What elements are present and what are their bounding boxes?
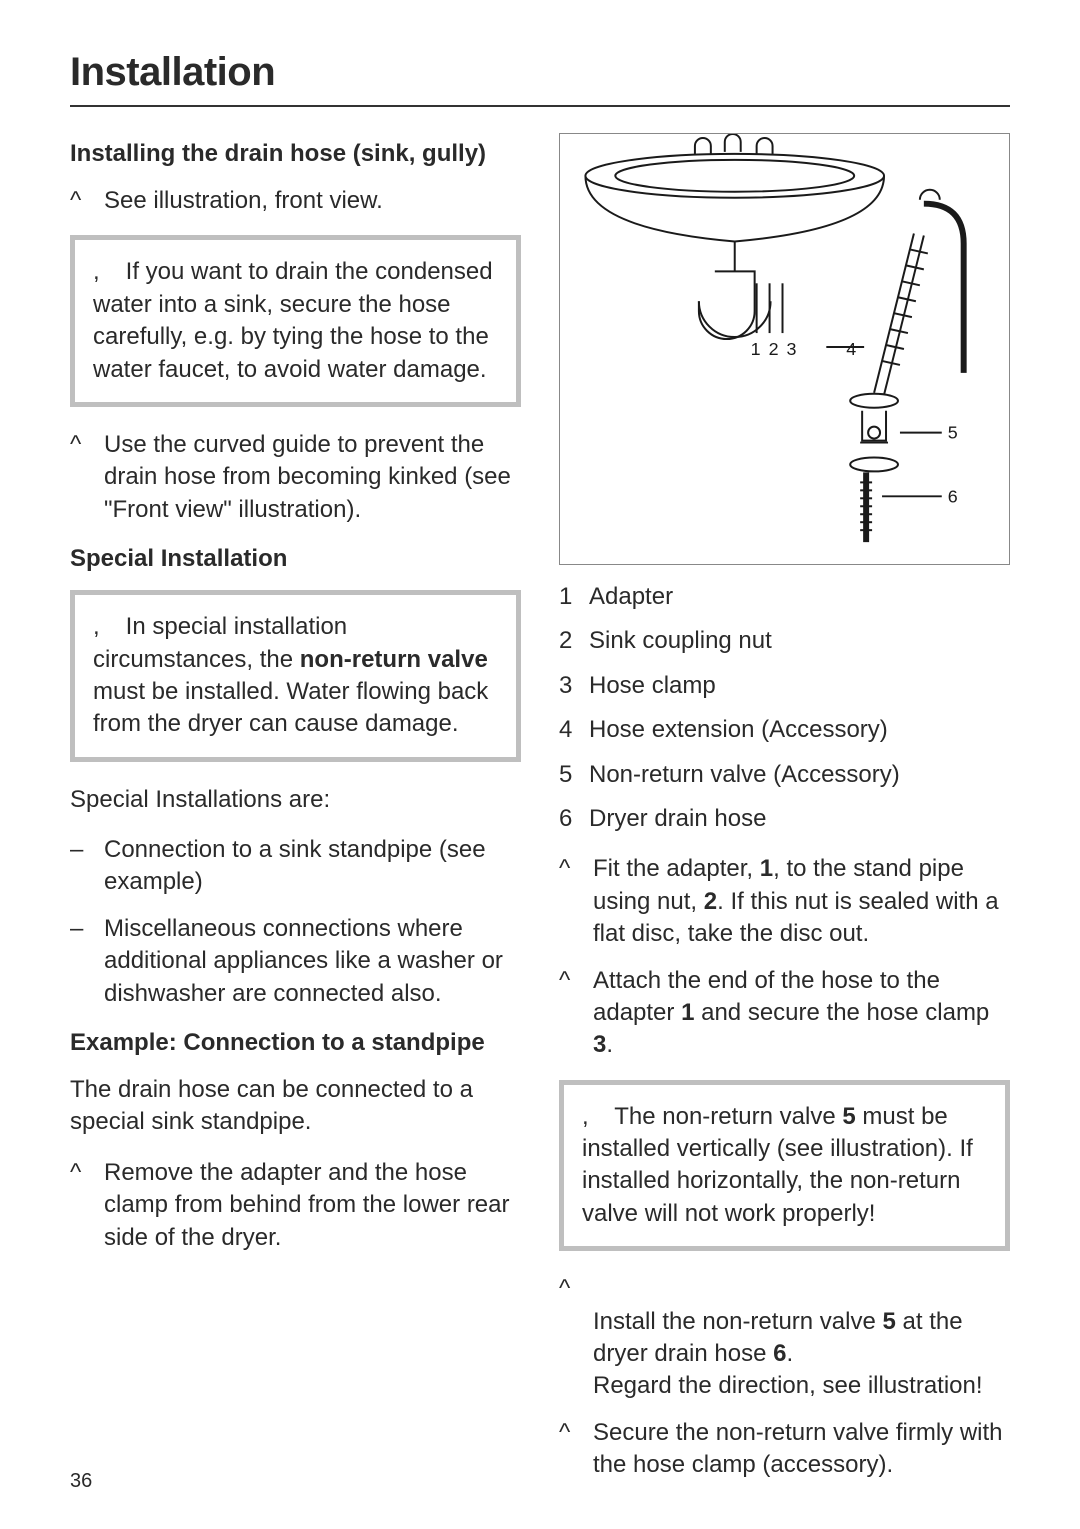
dash-standpipe: Connection to a sink standpipe (see exam… xyxy=(70,834,521,899)
legend-num: 3 xyxy=(559,670,589,702)
info-box-nonreturn: , In special installation circumstances,… xyxy=(70,590,521,762)
info-body: If you want to drain the condensed water… xyxy=(93,258,493,382)
step-attach-hose: Attach the end of the hose to the adapte… xyxy=(559,965,1010,1062)
text-special-are: Special Installations are: xyxy=(70,784,521,816)
step-secure-valve: Secure the non-return valve firmly with … xyxy=(559,1417,1010,1482)
legend-num: 6 xyxy=(559,803,589,835)
caret-list-r1: Fit the adapter, 1, to the stand pipe us… xyxy=(559,853,1010,1061)
legend-text: Non-return valve (Accessory) xyxy=(589,761,900,788)
caret-list-2: Use the curved guide to prevent the drai… xyxy=(70,429,521,526)
info-body-b: must be installed. Water flowing back fr… xyxy=(93,678,488,737)
svg-text:1: 1 xyxy=(751,339,761,359)
info-box-drain-sink: , If you want to drain the condensed wat… xyxy=(70,235,521,407)
left-column: Installing the drain hose (sink, gully) … xyxy=(70,133,521,1500)
dash-misc: Miscellaneous connections where addition… xyxy=(70,913,521,1010)
svg-text:5: 5 xyxy=(948,423,958,443)
legend-text: Dryer drain hose xyxy=(589,805,766,832)
b: 1 xyxy=(681,999,694,1026)
sink-svg: 1 2 3 4 xyxy=(560,134,1009,564)
step-curved-guide: Use the curved guide to prevent the drai… xyxy=(70,429,521,526)
legend-text: Adapter xyxy=(589,583,673,610)
legend-num: 5 xyxy=(559,759,589,791)
legend-text: Hose clamp xyxy=(589,672,716,699)
legend-list: 1Adapter 2Sink coupling nut 3Hose clamp … xyxy=(559,581,1010,835)
legend-item: 1Adapter xyxy=(559,581,1010,613)
info-text: , The non-return valve 5 must be install… xyxy=(582,1101,987,1231)
heading-special-install: Special Installation xyxy=(70,544,521,574)
svg-text:2: 2 xyxy=(769,339,779,359)
legend-item: 4Hose extension (Accessory) xyxy=(559,714,1010,746)
b: 2 xyxy=(704,888,717,915)
info-lead-mark: , xyxy=(93,611,119,643)
b: 1 xyxy=(760,855,773,882)
info-body-strong: non-return valve xyxy=(300,646,488,673)
b: 3 xyxy=(593,1031,606,1058)
info-text: , If you want to drain the condensed wat… xyxy=(93,256,498,386)
figure-sink-diagram: 1 2 3 4 xyxy=(559,133,1010,565)
b: 5 xyxy=(883,1308,896,1335)
caret-list-3: Remove the adapter and the hose clamp fr… xyxy=(70,1157,521,1254)
info-lead-mark: , xyxy=(582,1101,608,1133)
legend-num: 2 xyxy=(559,625,589,657)
info-text: , In special installation circumstances,… xyxy=(93,611,498,741)
t: Install the non-return valve xyxy=(593,1308,883,1335)
b: 5 xyxy=(842,1103,855,1130)
heading-example-standpipe: Example: Connection to a standpipe xyxy=(70,1028,521,1058)
content-columns: Installing the drain hose (sink, gully) … xyxy=(70,133,1010,1500)
step-see-illustration: See illustration, front view. xyxy=(70,185,521,217)
step-remove-adapter: Remove the adapter and the hose clamp fr… xyxy=(70,1157,521,1254)
caret-list-r2: Install the non-return valve 5 at the dr… xyxy=(559,1273,1010,1481)
page-title: Installation xyxy=(70,50,1010,107)
legend-item: 2Sink coupling nut xyxy=(559,625,1010,657)
svg-text:6: 6 xyxy=(948,486,958,506)
legend-num: 4 xyxy=(559,714,589,746)
step-fit-adapter: Fit the adapter, 1, to the stand pipe us… xyxy=(559,853,1010,950)
legend-num: 1 xyxy=(559,581,589,613)
legend-item: 5Non-return valve (Accessory) xyxy=(559,759,1010,791)
heading-install-drain: Installing the drain hose (sink, gully) xyxy=(70,139,521,169)
right-column: 1 2 3 4 xyxy=(559,133,1010,1500)
step-install-valve: Install the non-return valve 5 at the dr… xyxy=(559,1273,1010,1403)
dash-list-1: Connection to a sink standpipe (see exam… xyxy=(70,834,521,1010)
text-standpipe-intro: The drain hose can be connected to a spe… xyxy=(70,1074,521,1139)
b: 6 xyxy=(773,1340,786,1367)
legend-item: 3Hose clamp xyxy=(559,670,1010,702)
legend-text: Sink coupling nut xyxy=(589,627,772,654)
legend-item: 6Dryer drain hose xyxy=(559,803,1010,835)
svg-text:3: 3 xyxy=(786,339,796,359)
t: The non-return valve xyxy=(614,1103,842,1130)
page-number: 36 xyxy=(70,1470,92,1493)
svg-text:4: 4 xyxy=(846,339,856,359)
t: and secure the hose clamp xyxy=(694,999,989,1026)
caret-list-1: See illustration, front view. xyxy=(70,185,521,217)
t: . xyxy=(606,1031,613,1058)
page: Installation Installing the drain hose (… xyxy=(0,0,1080,1529)
info-lead-mark: , xyxy=(93,256,119,288)
info-box-valve-vertical: , The non-return valve 5 must be install… xyxy=(559,1080,1010,1252)
legend-text: Hose extension (Accessory) xyxy=(589,716,888,743)
t: Fit the adapter, xyxy=(593,855,760,882)
